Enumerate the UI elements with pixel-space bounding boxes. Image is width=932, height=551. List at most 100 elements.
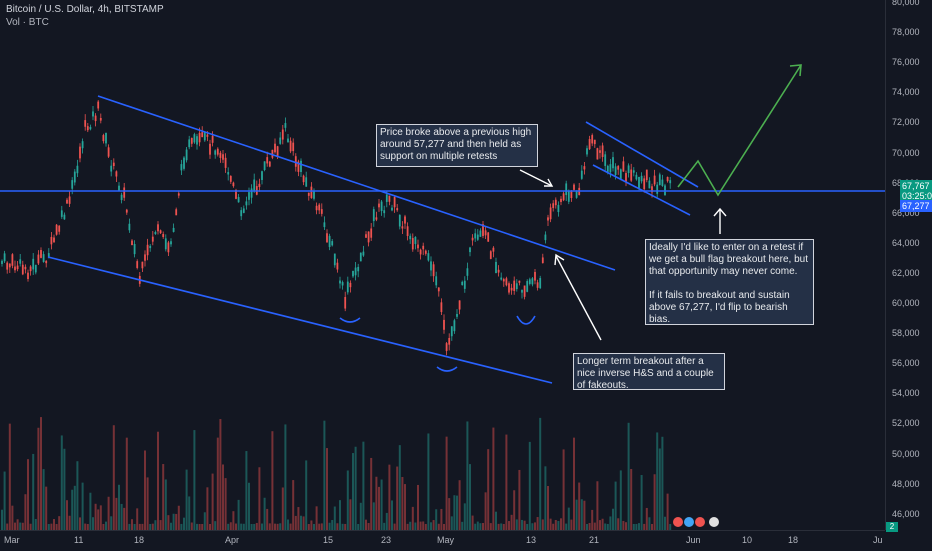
volume-bar — [188, 496, 191, 530]
candle-body — [445, 343, 448, 351]
volume-bar — [128, 523, 131, 530]
candle-body — [40, 250, 42, 258]
volume-bar — [617, 518, 620, 530]
candle-body — [510, 287, 513, 291]
price-axis[interactable]: 80,00078,00076,00074,00072,00070,00068,0… — [885, 0, 932, 530]
candle-body — [435, 276, 438, 286]
volume-bar — [279, 523, 282, 530]
candle-body — [349, 282, 352, 288]
volume-bar — [573, 437, 575, 530]
annotation-arrows — [519, 169, 727, 341]
price-chart[interactable] — [0, 0, 885, 530]
volume-bar — [625, 522, 627, 530]
volume-bar — [479, 523, 482, 530]
volume-bar — [333, 506, 336, 530]
candle-body — [653, 175, 656, 185]
time-tick: Mar — [4, 535, 20, 545]
volume-bar — [469, 464, 471, 530]
candle-body — [177, 193, 180, 196]
candle-body — [292, 142, 295, 152]
volume-bar — [58, 516, 61, 530]
candle-body — [19, 259, 22, 264]
candle-body — [14, 266, 16, 271]
candle-body — [198, 132, 201, 143]
candle-body — [302, 175, 305, 183]
volume-bar — [266, 508, 269, 530]
volume-bar — [29, 523, 32, 530]
event-flags[interactable] — [672, 516, 722, 529]
volume-bar — [352, 453, 354, 530]
time-axis[interactable]: Mar 11 18 Apr 15 23 May 13 21 Jun 10 18 Ju — [0, 530, 885, 551]
volume-bar — [81, 482, 84, 530]
candle-body — [648, 180, 651, 189]
volume-bar — [513, 490, 516, 530]
candle-body — [573, 184, 575, 190]
volume-bar — [133, 523, 136, 530]
volume-bar — [154, 520, 157, 530]
candle-body — [531, 278, 534, 285]
volume-bar — [591, 509, 594, 530]
volume-bar — [42, 469, 45, 530]
candle-body — [287, 138, 289, 143]
volume-bar — [424, 523, 427, 530]
volume-bar — [635, 523, 638, 530]
candle-body — [47, 253, 50, 258]
volume-bar — [372, 502, 375, 530]
volume-bar — [50, 523, 53, 530]
volume-bar — [209, 523, 211, 530]
candle-body — [523, 285, 526, 297]
volume-bar — [430, 522, 432, 530]
candle-body — [42, 254, 45, 262]
volume-bar — [526, 523, 529, 530]
candle-body — [307, 192, 310, 196]
volume-bar — [164, 479, 167, 530]
candle-body — [669, 180, 672, 184]
candle-body — [131, 240, 133, 246]
volume-bar — [385, 512, 388, 530]
candle-body — [601, 145, 604, 158]
price-tick: 64,000 — [892, 237, 920, 248]
candle-body — [367, 231, 370, 243]
candle-body — [146, 244, 149, 256]
volume-bar — [136, 508, 139, 530]
volume-bar — [627, 422, 630, 530]
candle-body — [456, 313, 458, 317]
volume-bar — [583, 500, 586, 530]
volume-bar — [601, 518, 604, 530]
candle-body — [359, 252, 362, 262]
candle-body — [240, 210, 243, 217]
note-top[interactable]: Price broke above a previous high around… — [376, 124, 538, 167]
candle-body — [528, 279, 531, 284]
volume-bar — [118, 484, 120, 530]
volume-bar — [307, 523, 310, 530]
candle-body — [214, 150, 217, 155]
candle-body — [63, 214, 66, 220]
volume-bar — [497, 523, 500, 530]
level-price-badge: 67,277 — [900, 200, 932, 212]
volume-bar — [651, 523, 653, 530]
candle-body — [492, 247, 495, 252]
volume-bar — [274, 523, 276, 530]
note-right[interactable]: Ideally I'd like to enter on a retest if… — [645, 239, 814, 325]
navigation-badge[interactable]: 2 — [886, 522, 898, 532]
volume-bar — [68, 515, 71, 530]
candle-body — [263, 161, 266, 171]
volume-bar — [632, 523, 635, 530]
volume-bar — [515, 519, 518, 530]
candle-body — [206, 134, 209, 137]
note-bottom[interactable]: Longer term breakout after a nice invers… — [573, 353, 725, 391]
candle-body — [443, 319, 445, 330]
volume-bar — [235, 523, 237, 530]
volume-bar — [255, 522, 258, 530]
volume-bar — [73, 485, 76, 530]
candle-body — [32, 258, 35, 270]
upper-trendline — [97, 95, 616, 271]
volume-bar — [284, 424, 287, 530]
candle-body — [586, 148, 588, 155]
candle-body — [45, 260, 48, 264]
volume-bar — [242, 523, 245, 530]
volume-bar — [27, 459, 29, 530]
price-tick: 74,000 — [892, 87, 920, 98]
price-tick: 52,000 — [892, 418, 920, 429]
volume-bar — [378, 486, 380, 530]
